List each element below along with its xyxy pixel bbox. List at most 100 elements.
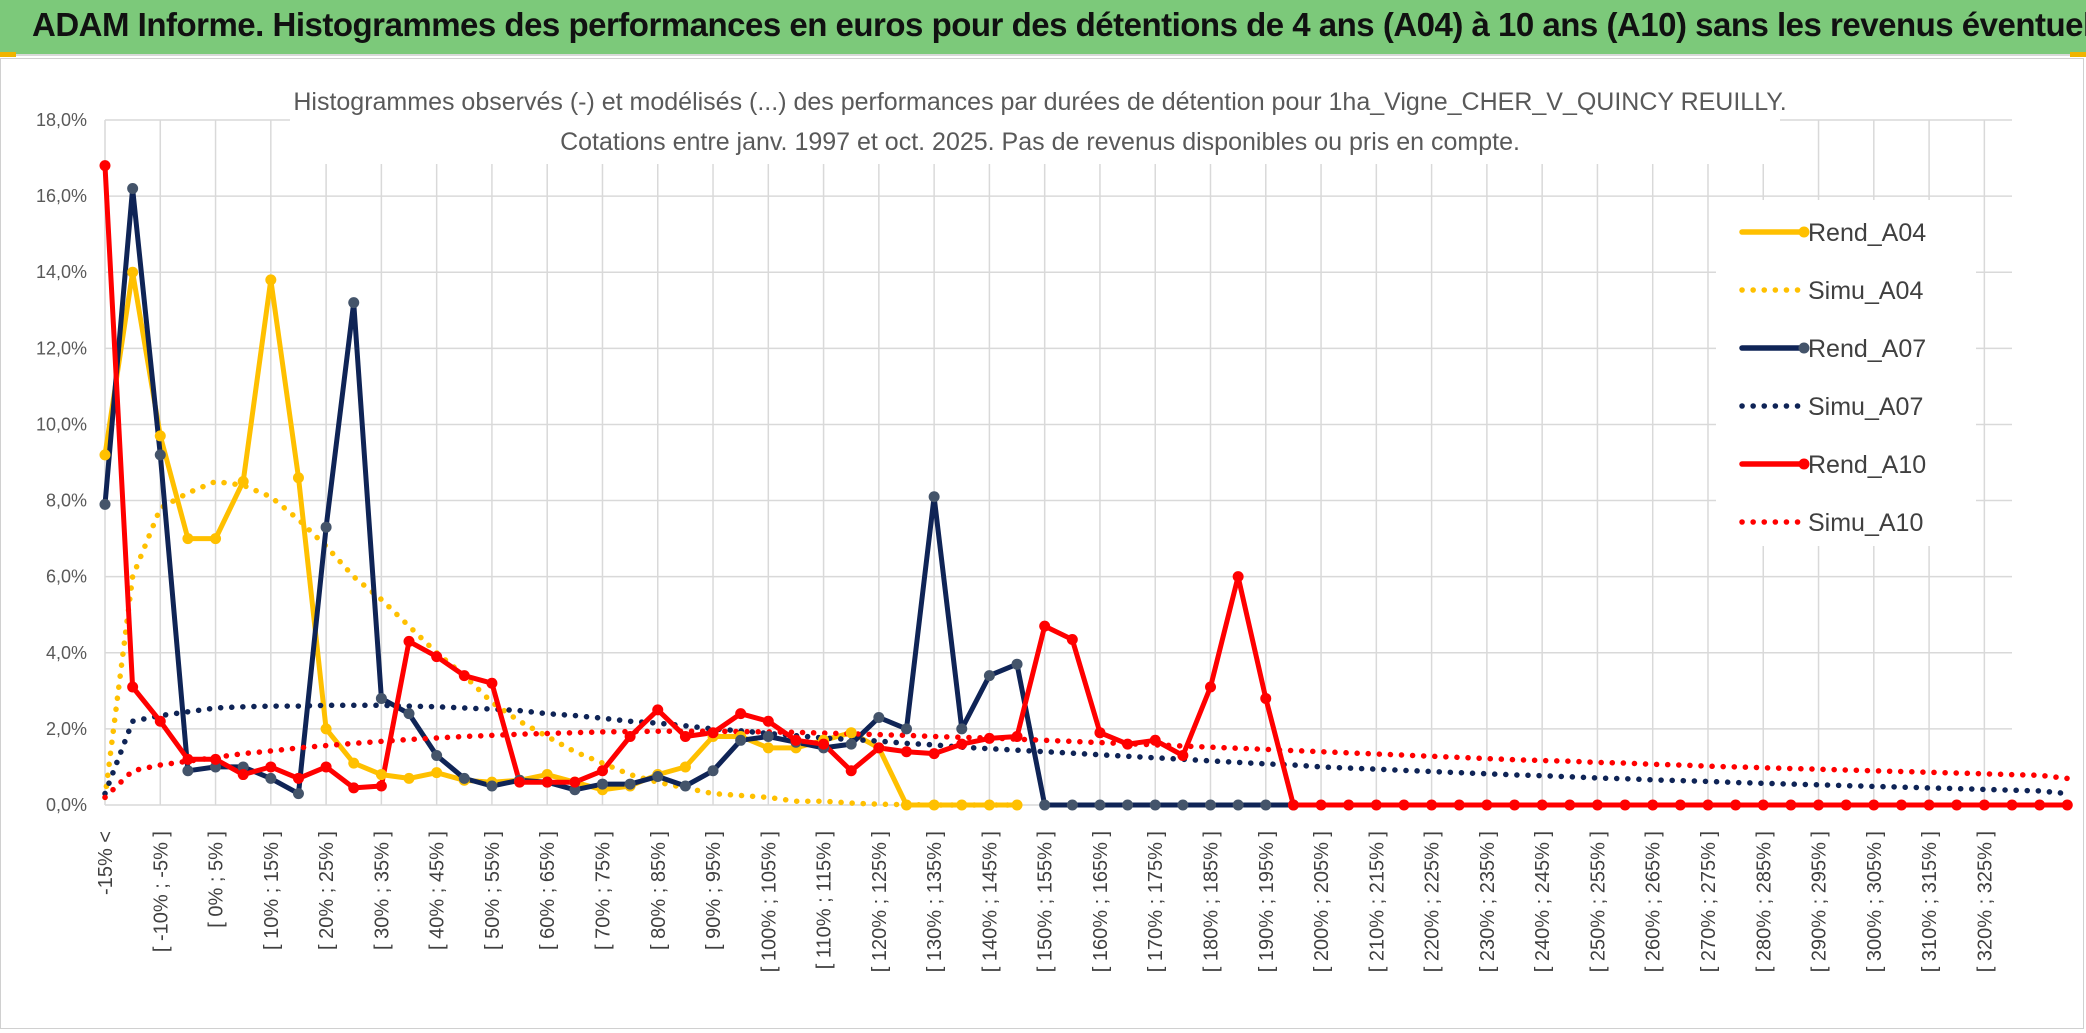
point-rend-a10 [431,651,443,663]
x-tick-label: [ 60% ; 65% ] [537,831,559,950]
point-rend-a10 [486,677,498,689]
banner-title: ADAM Informe. Histogrammes des performan… [32,6,2086,43]
point-rend-a04 [983,799,995,811]
point-rend-a10 [1287,799,1299,811]
point-rend-a10 [900,746,912,758]
chart-title-line1: Histogrammes observés (-) et modélisés (… [293,88,1786,116]
point-rend-a10 [1674,799,1686,811]
point-rend-a10 [1066,633,1078,645]
point-rend-a10 [707,727,719,739]
point-rend-a10 [1702,799,1714,811]
x-tick-label: [ 240% ; 245% ] [1532,831,1554,972]
point-rend-a10 [1619,799,1631,811]
point-rend-a10 [1122,738,1134,750]
point-rend-a10 [1370,799,1382,811]
point-rend-a10 [265,761,277,773]
point-rend-a10 [928,748,940,760]
point-rend-a04 [127,266,139,278]
point-rend-a10 [1398,799,1410,811]
point-rend-a10 [1260,692,1272,704]
point-rend-a10 [1591,799,1603,811]
banner: ADAM Informe. Histogrammes des performan… [0,0,2086,56]
point-rend-a10 [679,731,691,742]
x-tick-label: [ 310% ; 315% ] [1919,831,1941,972]
point-rend-a07 [127,183,139,194]
point-rend-a10 [1232,571,1244,583]
x-tick-label: [ 200% ; 205% ] [1311,831,1333,972]
y-tick-label: 2,0% [46,719,87,739]
point-rend-a07 [845,738,857,750]
x-tick-label: [ 290% ; 295% ] [1809,831,1831,972]
point-rend-a07 [707,765,719,777]
x-tick-label: [ -10% ; -5% ] [150,831,172,952]
legend-background [1716,200,1976,546]
point-rend-a07 [1039,799,1051,811]
series-line-rend-a07 [102,186,1296,808]
x-tick-label: [ 150% ; 155% ] [1035,831,1057,972]
point-rend-a07 [237,761,249,773]
chart-frame [0,58,2084,1029]
x-axis-ticks: -15% < [ -10% ; -5% ] [ 0% ; 5% ] [ 10% ; 1… [95,831,1996,972]
point-rend-a04 [182,533,194,545]
x-tick-label: [ 230% ; 235% ] [1477,831,1499,972]
x-tick-label: [ 70% ; 75% ] [592,831,614,950]
x-tick-label: [ 140% ; 145% ] [979,831,1001,972]
point-rend-a10 [514,776,526,788]
point-rend-a04 [762,742,774,754]
point-rend-a07 [265,772,277,784]
point-rend-a10 [762,715,774,727]
x-tick-label: [ 20% ; 25% ] [316,831,338,950]
point-rend-a10 [348,782,360,794]
point-rend-a10 [652,704,664,716]
point-rend-a07 [431,750,443,762]
x-tick-label: [ 270% ; 275% ] [1698,831,1720,972]
point-rend-a10 [99,160,111,172]
point-rend-a04 [210,533,222,545]
x-tick-label: [ 280% ; 285% ] [1753,831,1775,972]
point-rend-a04 [928,799,940,811]
point-rend-a04 [237,476,249,488]
series-line-rend-a04 [102,269,1020,808]
point-rend-a10 [1757,799,1769,811]
y-tick-label: 14,0% [36,262,87,282]
legend-marker [1798,226,1810,238]
point-rend-a10 [1951,799,1963,811]
point-rend-a07 [624,778,636,790]
point-rend-a10 [1840,799,1852,811]
point-rend-a07 [652,770,664,782]
point-rend-a07 [1177,799,1189,811]
x-tick-label: -15% < [95,831,117,895]
legend-label-simu-a07: Simu_A07 [1808,393,1923,421]
x-tick-label: [ 0% ; 5% ] [206,831,228,928]
x-tick-label: [ 210% ; 215% ] [1366,831,1388,972]
point-rend-a10 [1647,799,1659,811]
point-rend-a10 [1895,799,1907,811]
point-rend-a10 [1868,799,1880,811]
point-rend-a07 [182,765,194,777]
point-rend-a04 [403,772,415,784]
point-rend-a10 [1094,727,1106,739]
x-tick-label: [ 260% ; 265% ] [1643,831,1665,972]
point-rend-a07 [956,723,968,735]
point-rend-a10 [818,738,830,750]
point-rend-a10 [1923,799,1935,811]
legend: Rend_A04 Simu_A04 Rend_A07 Simu_A07 Rend_A10… [1716,200,1976,546]
y-axis-ticks: 0,0% 2,0% 4,0% 6,0% 8,0% 10,0% 12,0% 14,0% 16,0%… [36,110,87,815]
point-rend-a10 [2006,799,2018,811]
point-rend-a10 [983,732,995,744]
point-rend-a07 [900,723,912,735]
point-rend-a04 [348,757,360,769]
series-markers [99,160,2073,811]
point-rend-a10 [1426,799,1438,811]
point-rend-a07 [1122,799,1134,811]
point-rend-a07 [762,731,774,742]
y-tick-label: 6,0% [46,567,87,587]
point-rend-a07 [735,734,747,746]
point-rend-a07 [596,778,608,790]
x-tick-label: [ 120% ; 125% ] [869,831,891,972]
y-tick-label: 18,0% [36,110,87,130]
point-rend-a07 [1094,799,1106,811]
point-rend-a10 [320,761,332,773]
point-rend-a10 [1149,734,1161,746]
point-rend-a04 [154,430,166,442]
